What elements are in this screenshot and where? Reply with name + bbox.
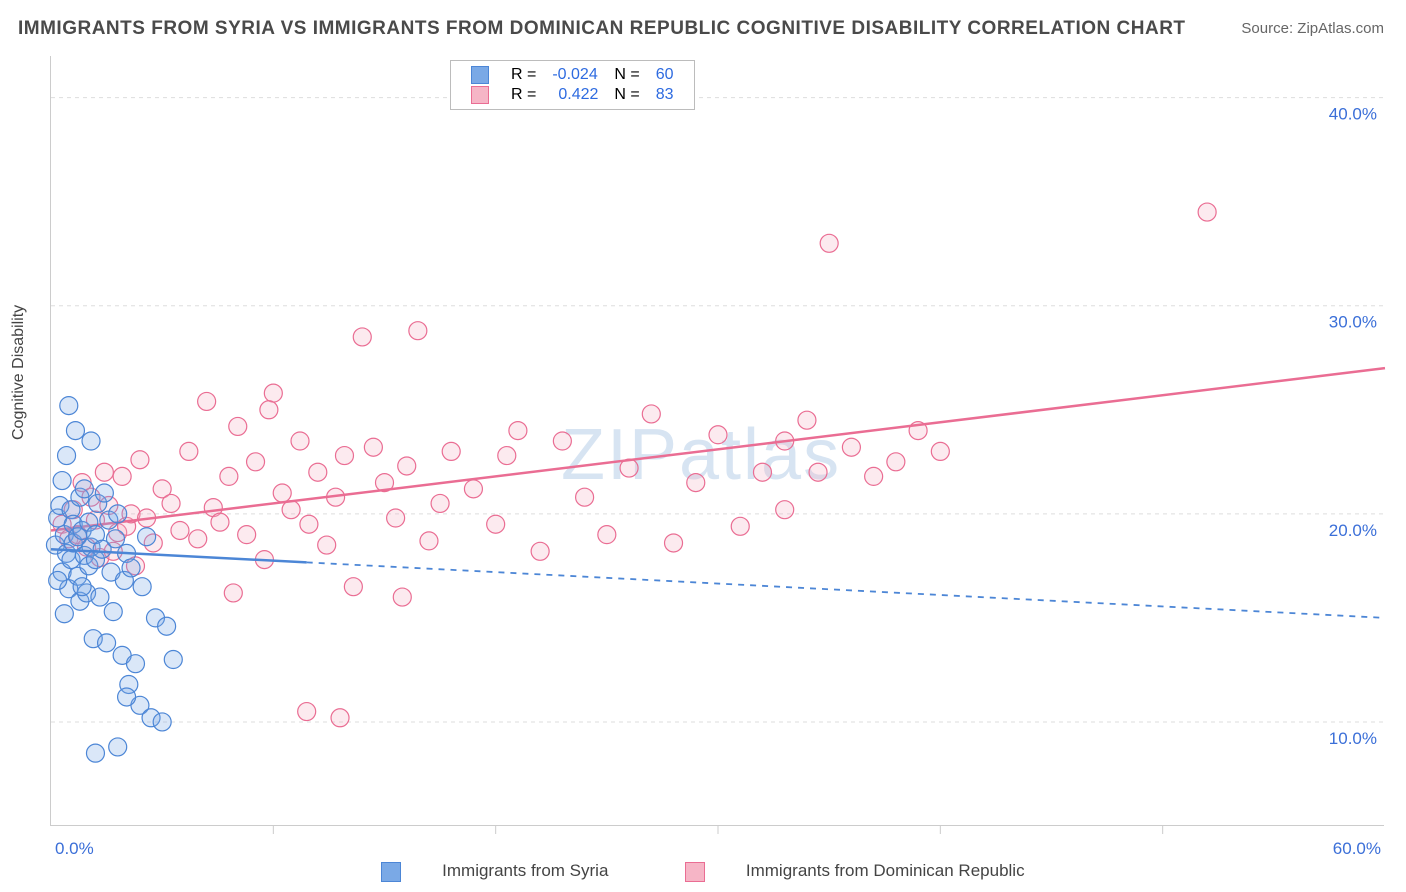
legend-N-syria: 60 [648, 65, 682, 85]
legend-series: Immigrants from Syria Immigrants from Do… [0, 861, 1406, 882]
svg-text:0.0%: 0.0% [55, 839, 94, 858]
svg-text:40.0%: 40.0% [1329, 105, 1377, 124]
swatch-dominican [471, 86, 489, 104]
svg-text:20.0%: 20.0% [1329, 521, 1377, 540]
legend-N-label: N = [606, 65, 647, 85]
swatch-syria [471, 66, 489, 84]
legend-R-dominican: 0.422 [544, 85, 606, 105]
legend-item-dominican: Immigrants from Dominican Republic [667, 861, 1042, 880]
svg-text:60.0%: 60.0% [1333, 839, 1381, 858]
chart-container: IMMIGRANTS FROM SYRIA VS IMMIGRANTS FROM… [0, 0, 1406, 892]
legend-stats: R = -0.024 N = 60 R = 0.422 N = 83 [450, 60, 695, 110]
swatch-dominican-2 [685, 862, 705, 882]
legend-R-label2: R = [503, 85, 544, 105]
legend-N-label2: N = [606, 85, 647, 105]
legend-stats-row-syria: R = -0.024 N = 60 [463, 65, 682, 85]
source-attribution: Source: ZipAtlas.com [1241, 20, 1384, 37]
source-value: ZipAtlas.com [1297, 20, 1384, 37]
legend-R-label: R = [503, 65, 544, 85]
svg-text:30.0%: 30.0% [1329, 313, 1377, 332]
chart-title: IMMIGRANTS FROM SYRIA VS IMMIGRANTS FROM… [18, 18, 1186, 40]
legend-N-dominican: 83 [648, 85, 682, 105]
chart-svg: 10.0%20.0%30.0%40.0%0.0%60.0% [51, 56, 1384, 825]
svg-text:10.0%: 10.0% [1329, 729, 1377, 748]
source-prefix: Source: [1241, 20, 1293, 37]
legend-stats-row-dominican: R = 0.422 N = 83 [463, 85, 682, 105]
swatch-syria-2 [381, 862, 401, 882]
plot-area: ZIPatlas 10.0%20.0%30.0%40.0%0.0%60.0% [50, 56, 1384, 826]
legend-R-syria: -0.024 [544, 65, 606, 85]
legend-item-syria: Immigrants from Syria [363, 861, 631, 880]
y-axis-title: Cognitive Disability [10, 305, 28, 440]
legend-label-dominican: Immigrants from Dominican Republic [746, 861, 1025, 880]
legend-label-syria: Immigrants from Syria [442, 861, 608, 880]
